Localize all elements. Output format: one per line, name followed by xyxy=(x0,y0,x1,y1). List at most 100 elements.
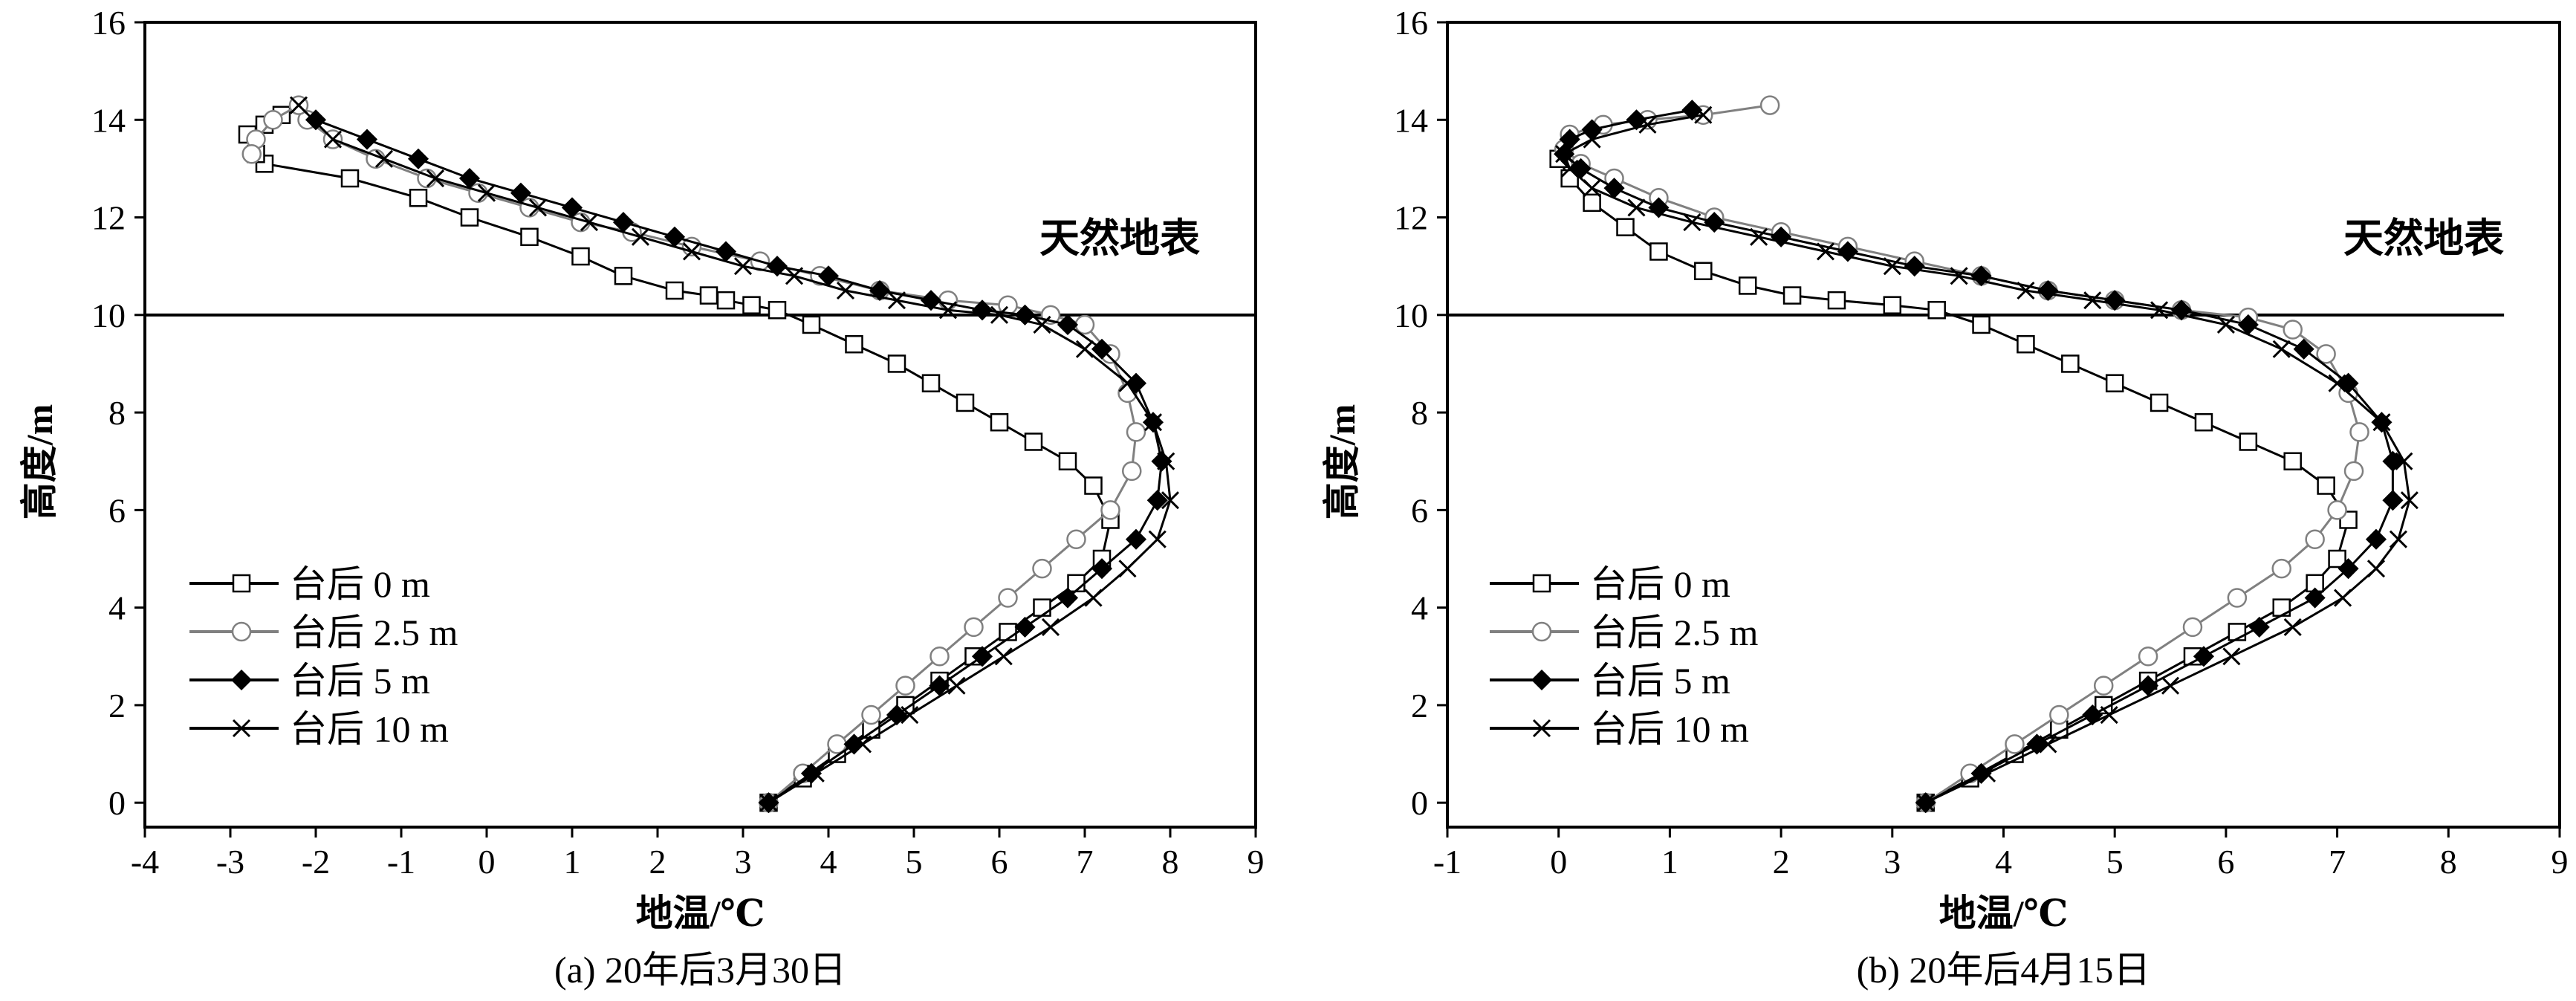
data-point xyxy=(2271,558,2291,579)
data-point xyxy=(994,647,1013,666)
legend: 台后 0 m 台后 2.5 m 台后 5 m 台后 10 m xyxy=(1490,563,1759,750)
data-point xyxy=(2100,705,2118,725)
data-point xyxy=(1972,315,1991,334)
data-point xyxy=(528,198,548,217)
data-point xyxy=(1122,461,1142,482)
data-point xyxy=(1143,413,1163,432)
data-point xyxy=(1827,291,1846,310)
data-point xyxy=(1638,115,1657,134)
data-point xyxy=(1125,528,1147,550)
data-point xyxy=(2039,735,2057,754)
data-point xyxy=(2194,412,2213,432)
plot-frame xyxy=(143,21,1257,829)
data-point xyxy=(1091,338,1113,360)
data-point xyxy=(571,247,590,266)
y-tick-label: 16 xyxy=(91,4,126,42)
data-point xyxy=(580,213,599,232)
x-tick-label: 8 xyxy=(1162,843,1179,881)
legend-marker xyxy=(1531,669,1553,691)
data-point xyxy=(2248,616,2270,638)
y-tick-label: 2 xyxy=(1411,687,1428,725)
y-tick-label: 16 xyxy=(1394,4,1428,42)
data-point xyxy=(1075,340,1094,358)
data-point xyxy=(1583,130,1601,149)
data-point xyxy=(1916,794,1935,812)
data-point xyxy=(1033,598,1051,617)
data-point xyxy=(1074,314,1095,335)
data-point xyxy=(2216,315,2235,334)
data-point xyxy=(2093,676,2114,696)
data-point xyxy=(2372,413,2391,432)
data-point xyxy=(1161,491,1180,510)
series-cross xyxy=(1555,106,2418,812)
legend-label: 台后 2.5 m xyxy=(1590,612,1759,653)
data-point xyxy=(2239,433,2258,451)
x-tick-label: -1 xyxy=(387,843,415,881)
data-point xyxy=(1883,257,1901,276)
y-axis-title: 高度/m xyxy=(19,404,60,520)
x-tick-label: 1 xyxy=(1661,843,1678,881)
legend-label: 台后 0 m xyxy=(1590,563,1730,605)
data-point xyxy=(1649,242,1668,261)
data-point xyxy=(742,296,761,314)
data-point xyxy=(990,305,1009,324)
data-point xyxy=(2049,704,2069,725)
data-point xyxy=(2150,301,2169,320)
data-point xyxy=(340,169,360,188)
x-tick-label: 5 xyxy=(906,843,923,881)
data-point xyxy=(785,267,804,285)
x-tick-label: 7 xyxy=(1077,843,1094,881)
data-point xyxy=(1555,145,1574,163)
x-axis-title: 地温/℃ xyxy=(1939,893,2069,934)
data-point xyxy=(1014,616,1036,638)
data-point xyxy=(1041,618,1060,636)
series-line xyxy=(1563,104,2361,804)
legend-marker xyxy=(1532,719,1551,738)
data-point xyxy=(356,129,378,150)
data-point xyxy=(2400,491,2418,510)
data-point xyxy=(1583,193,1601,213)
x-tick-label: 5 xyxy=(2106,843,2124,881)
x-tick-label: -2 xyxy=(302,843,330,881)
data-point xyxy=(1560,169,1579,188)
data-point xyxy=(477,184,496,202)
data-point xyxy=(1616,218,1635,236)
data-point xyxy=(1032,558,1052,579)
legend-label: 台后 5 m xyxy=(290,660,430,702)
panel-caption: (a) 20年后3月30日 xyxy=(554,949,846,991)
data-point xyxy=(1750,227,1768,246)
legend-marker xyxy=(232,574,251,593)
data-point xyxy=(289,96,308,114)
data-point xyxy=(241,143,262,164)
data-point xyxy=(861,704,881,725)
y-tick-label: 2 xyxy=(108,687,126,725)
x-tick-label: 9 xyxy=(2551,843,2569,881)
data-point xyxy=(2366,560,2386,578)
data-point xyxy=(2389,530,2408,548)
y-tick-label: 6 xyxy=(1411,491,1428,529)
series-circle xyxy=(241,95,1146,813)
x-tick-label: 2 xyxy=(1773,843,1790,881)
legend-marker xyxy=(1531,621,1552,642)
x-tick-label: 6 xyxy=(2217,843,2234,881)
data-point xyxy=(956,393,975,412)
data-point xyxy=(2105,374,2124,392)
data-point xyxy=(1067,574,1086,593)
data-point xyxy=(1024,433,1043,451)
x-tick-label: 6 xyxy=(991,843,1008,881)
data-point xyxy=(845,334,863,354)
x-tick-label: 2 xyxy=(649,843,666,881)
data-point xyxy=(2017,334,2035,354)
data-point xyxy=(2382,490,2404,511)
series-diamond xyxy=(305,109,1172,814)
data-point xyxy=(2305,529,2325,549)
panel-a: -4 -3 -2 -1 0 1 2 3 4 5 6 7 8 90246810121416地温/℃高度/m天… xyxy=(19,4,1265,991)
data-point xyxy=(2272,340,2291,358)
data-point xyxy=(614,267,633,285)
y-tick-label: 4 xyxy=(1411,589,1428,627)
data-point xyxy=(2395,452,2413,470)
x-tick-label: 1 xyxy=(564,843,581,881)
data-point xyxy=(2283,618,2302,636)
data-point xyxy=(2161,676,2180,695)
data-point xyxy=(2327,500,2347,520)
